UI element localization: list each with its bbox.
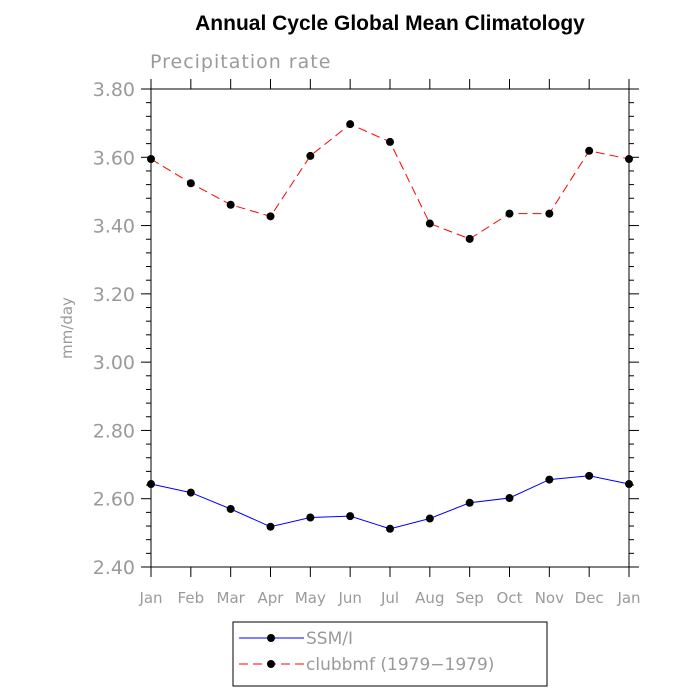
chart-subtitle: Precipitation rate (150, 51, 331, 73)
legend-entry: SSM/I (239, 629, 353, 649)
y-tick-label: 3.20 (93, 284, 135, 306)
x-tick-label: Mar (217, 589, 246, 607)
x-tick-label: Feb (178, 589, 205, 607)
data-point (585, 146, 594, 155)
data-point (545, 209, 554, 218)
data-point (505, 209, 514, 218)
data-point (585, 471, 594, 480)
legend-entry: clubbmf (1979−1979) (239, 655, 494, 675)
data-point (306, 513, 315, 522)
data-point (147, 154, 155, 163)
data-point (465, 498, 474, 507)
legend-label: clubbmf (1979−1979) (306, 655, 494, 675)
y-tick-labels: 2.40 2.60 2.80 3.00 3.20 3.40 3.60 3.80 (93, 79, 135, 579)
x-tick-label: Jul (380, 589, 399, 607)
y-axis-label: mm/day (58, 297, 76, 359)
data-point (346, 512, 355, 521)
data-point (186, 179, 195, 188)
legend: SSM/I clubbmf (1979−1979) (232, 621, 548, 687)
data-point (226, 504, 235, 513)
legend-marker (267, 634, 275, 642)
data-point (226, 200, 235, 209)
x-tick-label: Jan (616, 589, 640, 607)
x-tick-label: May (295, 589, 326, 607)
data-point (505, 494, 514, 503)
y-tick-label: 3.80 (93, 79, 135, 101)
series-ssmi (147, 471, 633, 533)
x-tick-label: Apr (258, 589, 285, 607)
x-tick-label: Aug (415, 589, 444, 607)
legend-label: SSM/I (306, 629, 353, 649)
data-point (147, 480, 155, 489)
series-layer (147, 120, 633, 533)
y-tick-label: 2.40 (93, 557, 135, 579)
x-tick-label: Jun (337, 589, 361, 607)
x-tick-label: Sep (456, 589, 484, 607)
y-tick-label: 3.00 (93, 352, 135, 374)
data-point (386, 524, 394, 533)
y-tick-label: 2.60 (93, 489, 135, 511)
data-point (386, 137, 394, 146)
data-point (625, 154, 633, 163)
chart-title: Annual Cycle Global Mean Climatology (195, 12, 585, 35)
plot-frame (150, 88, 630, 568)
data-point (186, 488, 195, 497)
series-clubbmf (147, 120, 633, 243)
data-point (266, 522, 275, 531)
series-line (150, 475, 630, 530)
data-point (306, 151, 315, 160)
data-point (346, 120, 355, 129)
data-point (266, 212, 275, 221)
data-point (425, 219, 434, 228)
x-tick-label: Jan (138, 589, 162, 607)
y-tick-label: 2.80 (93, 420, 135, 442)
y-tick-label: 3.40 (93, 216, 135, 238)
legend-box (232, 621, 548, 687)
x-tick-label: Dec (575, 589, 604, 607)
x-tick-labels: Jan Feb Mar Apr May Jun Jul Aug Sep Oct Nov Dec Jan (138, 589, 640, 607)
legend-items: SSM/I clubbmf (1979−1979) (239, 629, 494, 675)
legend-marker (267, 660, 275, 668)
data-point (545, 475, 554, 484)
y-tick-label: 3.60 (93, 147, 135, 169)
data-point (625, 480, 633, 489)
axis-ticks (141, 79, 639, 577)
data-point (465, 234, 474, 243)
x-tick-label: Nov (535, 589, 564, 607)
x-tick-label: Oct (497, 589, 523, 607)
data-point (425, 514, 434, 523)
